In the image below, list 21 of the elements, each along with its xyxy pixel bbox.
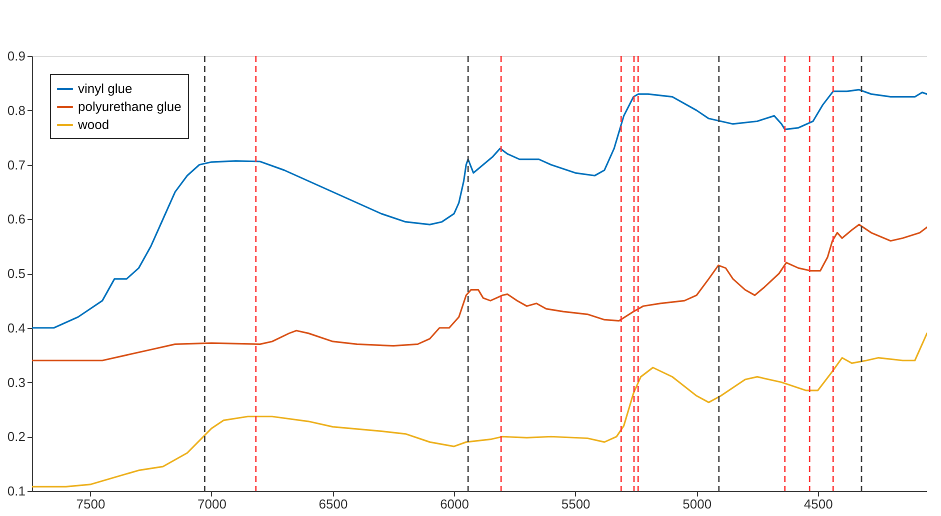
y-tick-label: 0.4 <box>7 320 26 336</box>
x-tick-label: 5500 <box>561 496 590 512</box>
legend-label: polyurethane glue <box>78 99 182 114</box>
x-tick-label: 5000 <box>682 496 712 512</box>
y-tick-label: 0.5 <box>7 266 26 281</box>
y-tick-label: 0.3 <box>7 374 26 390</box>
legend-label: vinyl glue <box>78 81 132 96</box>
y-tick-label: 0.9 <box>7 48 26 64</box>
legend-label: wood <box>77 117 110 132</box>
y-tick-label: 0.2 <box>7 429 26 444</box>
y-tick-label: 0.6 <box>7 212 26 227</box>
line-series <box>32 332 927 488</box>
x-tick-label: 6000 <box>440 496 469 512</box>
x-tick-label: 7500 <box>76 496 106 512</box>
x-tick-label: 4500 <box>804 496 833 512</box>
x-tick-label: 6500 <box>318 496 348 512</box>
y-tick-label: 0.8 <box>7 102 26 118</box>
y-tick-label: 0.1 <box>7 484 26 498</box>
y-tick-label: 0.7 <box>7 157 26 172</box>
line-series <box>32 224 927 362</box>
x-tick-label: 7000 <box>198 496 226 512</box>
